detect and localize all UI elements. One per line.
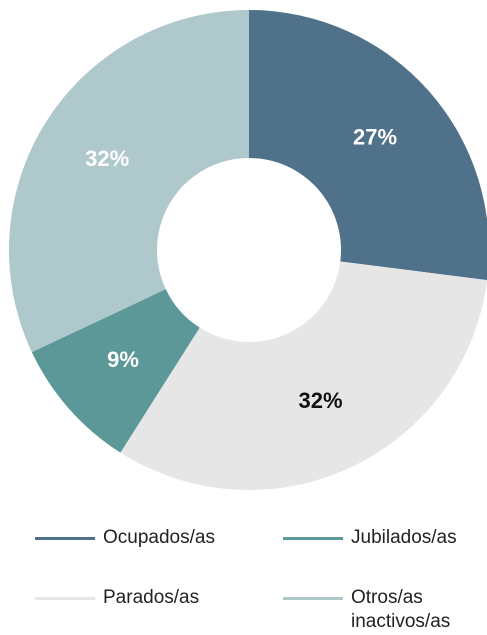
- slice: [8, 10, 249, 353]
- data-label: 9%: [107, 347, 139, 372]
- slice: [120, 261, 487, 490]
- legend-swatch: [35, 597, 95, 600]
- donut: 27% 32% 9% 32%: [8, 10, 487, 490]
- legend-label: Jubilados/as: [351, 527, 457, 548]
- legend-label: Parados/as: [103, 587, 200, 608]
- legend-item: Parados/as: [35, 586, 237, 610]
- data-label: 32%: [85, 146, 129, 171]
- legend-label: Ocupados/as: [103, 527, 215, 548]
- legend-item: Otros/as inactivos/as: [283, 586, 485, 634]
- legend-label: Otros/as inactivos/as: [351, 587, 451, 632]
- data-label: 27%: [353, 125, 397, 150]
- legend-swatch: [283, 537, 343, 540]
- slice: [249, 10, 487, 281]
- legend-item: Jubilados/as: [283, 526, 485, 550]
- legend-swatch: [283, 597, 343, 600]
- legend-item: Ocupados/as: [35, 526, 237, 550]
- legend-swatch: [35, 537, 95, 540]
- data-label: 32%: [299, 388, 343, 413]
- slice: [31, 289, 200, 453]
